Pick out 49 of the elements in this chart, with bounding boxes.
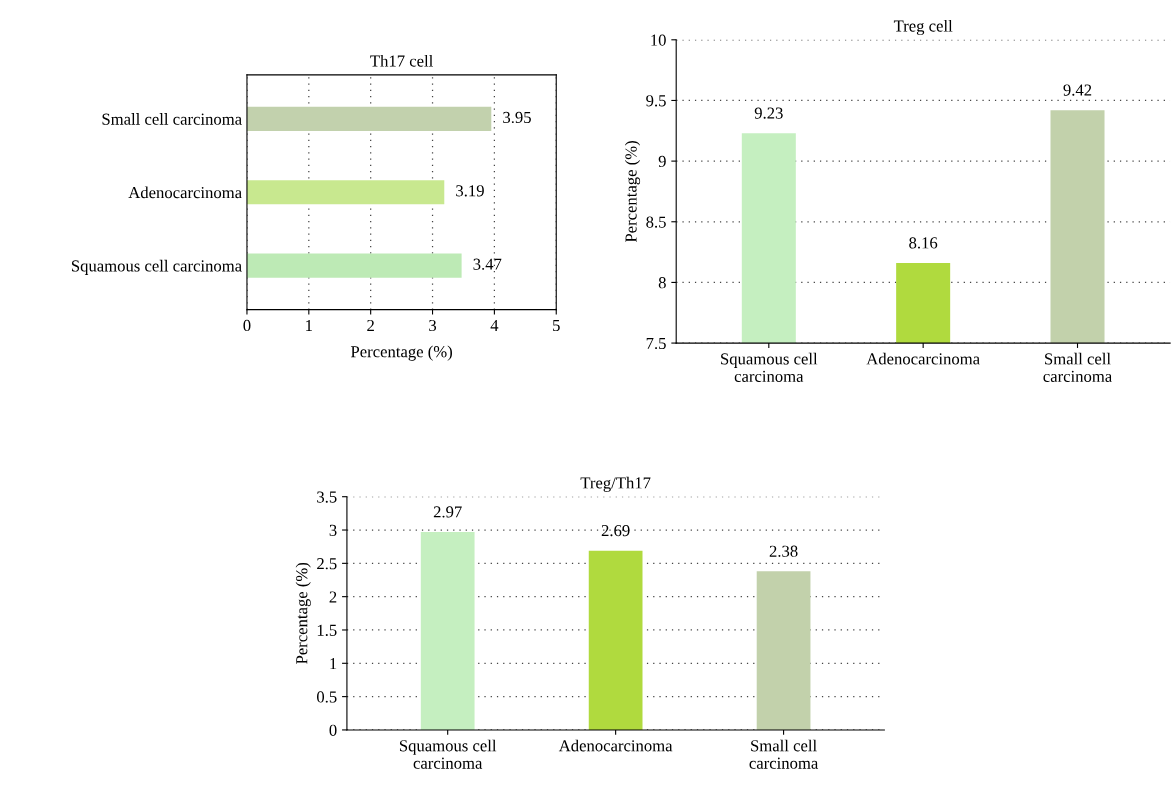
data-label: 9.42	[1063, 84, 1092, 96]
y-tick-label: 10	[651, 34, 666, 46]
chart-title: Treg cell	[893, 19, 953, 36]
data-label: 2.69	[601, 524, 630, 537]
x-tick-label: Squamous cell carcinoma	[721, 352, 818, 382]
bar	[756, 571, 811, 730]
y-tick-label: 9.5	[646, 95, 666, 107]
chart-title: Th17 cell	[370, 54, 433, 67]
y-tick-label: Adenocarcinoma	[128, 186, 242, 199]
x-tick-label: 4	[490, 319, 499, 331]
chart-title: Treg/Th17	[580, 476, 651, 492]
x-tick-label: Adenocarcinoma	[866, 352, 980, 365]
y-tick-label: 3	[329, 524, 337, 536]
y-tick-label: 1	[330, 658, 337, 670]
y-tick-label: Small cell carcinoma	[102, 113, 242, 125]
y-tick-label: 8	[658, 277, 666, 289]
bar	[420, 532, 475, 730]
y-tick-label: 2.5	[317, 558, 337, 570]
data-label: 8.16	[909, 237, 938, 249]
data-label: 3.47	[473, 258, 502, 270]
y-tick-label: 8.5	[646, 216, 666, 228]
bar	[246, 253, 462, 278]
data-label: 3.19	[456, 185, 484, 197]
y-axis-title: Percentage (%)	[624, 141, 641, 243]
x-tick-label: Small cell carcinoma	[1043, 352, 1112, 382]
x-tick-label: Squamous cell carcinoma	[399, 739, 497, 769]
bar	[246, 106, 492, 131]
x-tick-label: 5	[553, 320, 560, 332]
data-label: 2.38	[769, 545, 798, 557]
y-tick-label: 1.5	[317, 624, 337, 636]
y-tick-label: 2	[329, 591, 337, 603]
data-label: 3.95	[503, 111, 531, 124]
data-label: 9.23	[754, 107, 783, 119]
y-tick-label: Squamous cell carcinoma	[71, 259, 242, 275]
bar	[588, 550, 643, 730]
y-tick-label: 0.5	[317, 691, 337, 703]
x-tick-label: 2	[367, 319, 374, 331]
y-tick-label: 9	[658, 155, 666, 168]
x-axis-title: Percentage (%)	[350, 345, 452, 361]
bar	[246, 180, 445, 205]
y-tick-label: 3.5	[317, 491, 337, 503]
x-tick-label: 1	[306, 319, 312, 331]
y-tick-label: 7.5	[646, 337, 666, 350]
x-tick-label: 0	[243, 319, 251, 332]
data-label: 2.97	[433, 506, 462, 518]
y-tick-label: 0	[329, 724, 337, 736]
y-axis-title: Percentage (%)	[295, 562, 311, 664]
x-tick-label: 3	[429, 319, 437, 332]
x-tick-label: Small cell carcinoma	[749, 739, 819, 769]
